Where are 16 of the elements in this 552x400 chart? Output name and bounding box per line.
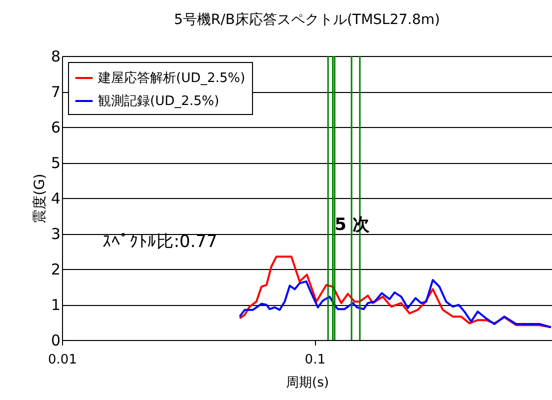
legend-label: 建屋応答解析(UD_2.5%) [97, 70, 246, 86]
y-tick-label: 0 [50, 332, 60, 350]
y-tick-label: 8 [50, 48, 60, 66]
x-tick-label: 0.01 [48, 352, 77, 368]
chart-title: 5号機R/B床応答スペクトル(TMSL27.8m) [174, 12, 440, 28]
x-axis-title: 周期(s) [286, 376, 329, 390]
y-tick-label: 4 [50, 190, 60, 208]
y-tick-label: 3 [50, 225, 60, 243]
y-tick-label: 6 [50, 118, 60, 136]
y-tick-label: 5 [50, 154, 60, 172]
y-tick-label: 1 [50, 296, 60, 314]
x-tick-label: 0.1 [304, 352, 326, 368]
y-axis-title: 震度(G) [32, 174, 48, 224]
y-tick-label: 7 [50, 83, 60, 101]
y-tick-label: 2 [50, 260, 60, 278]
legend-label: 観測記録(UD_2.5%) [98, 94, 220, 109]
